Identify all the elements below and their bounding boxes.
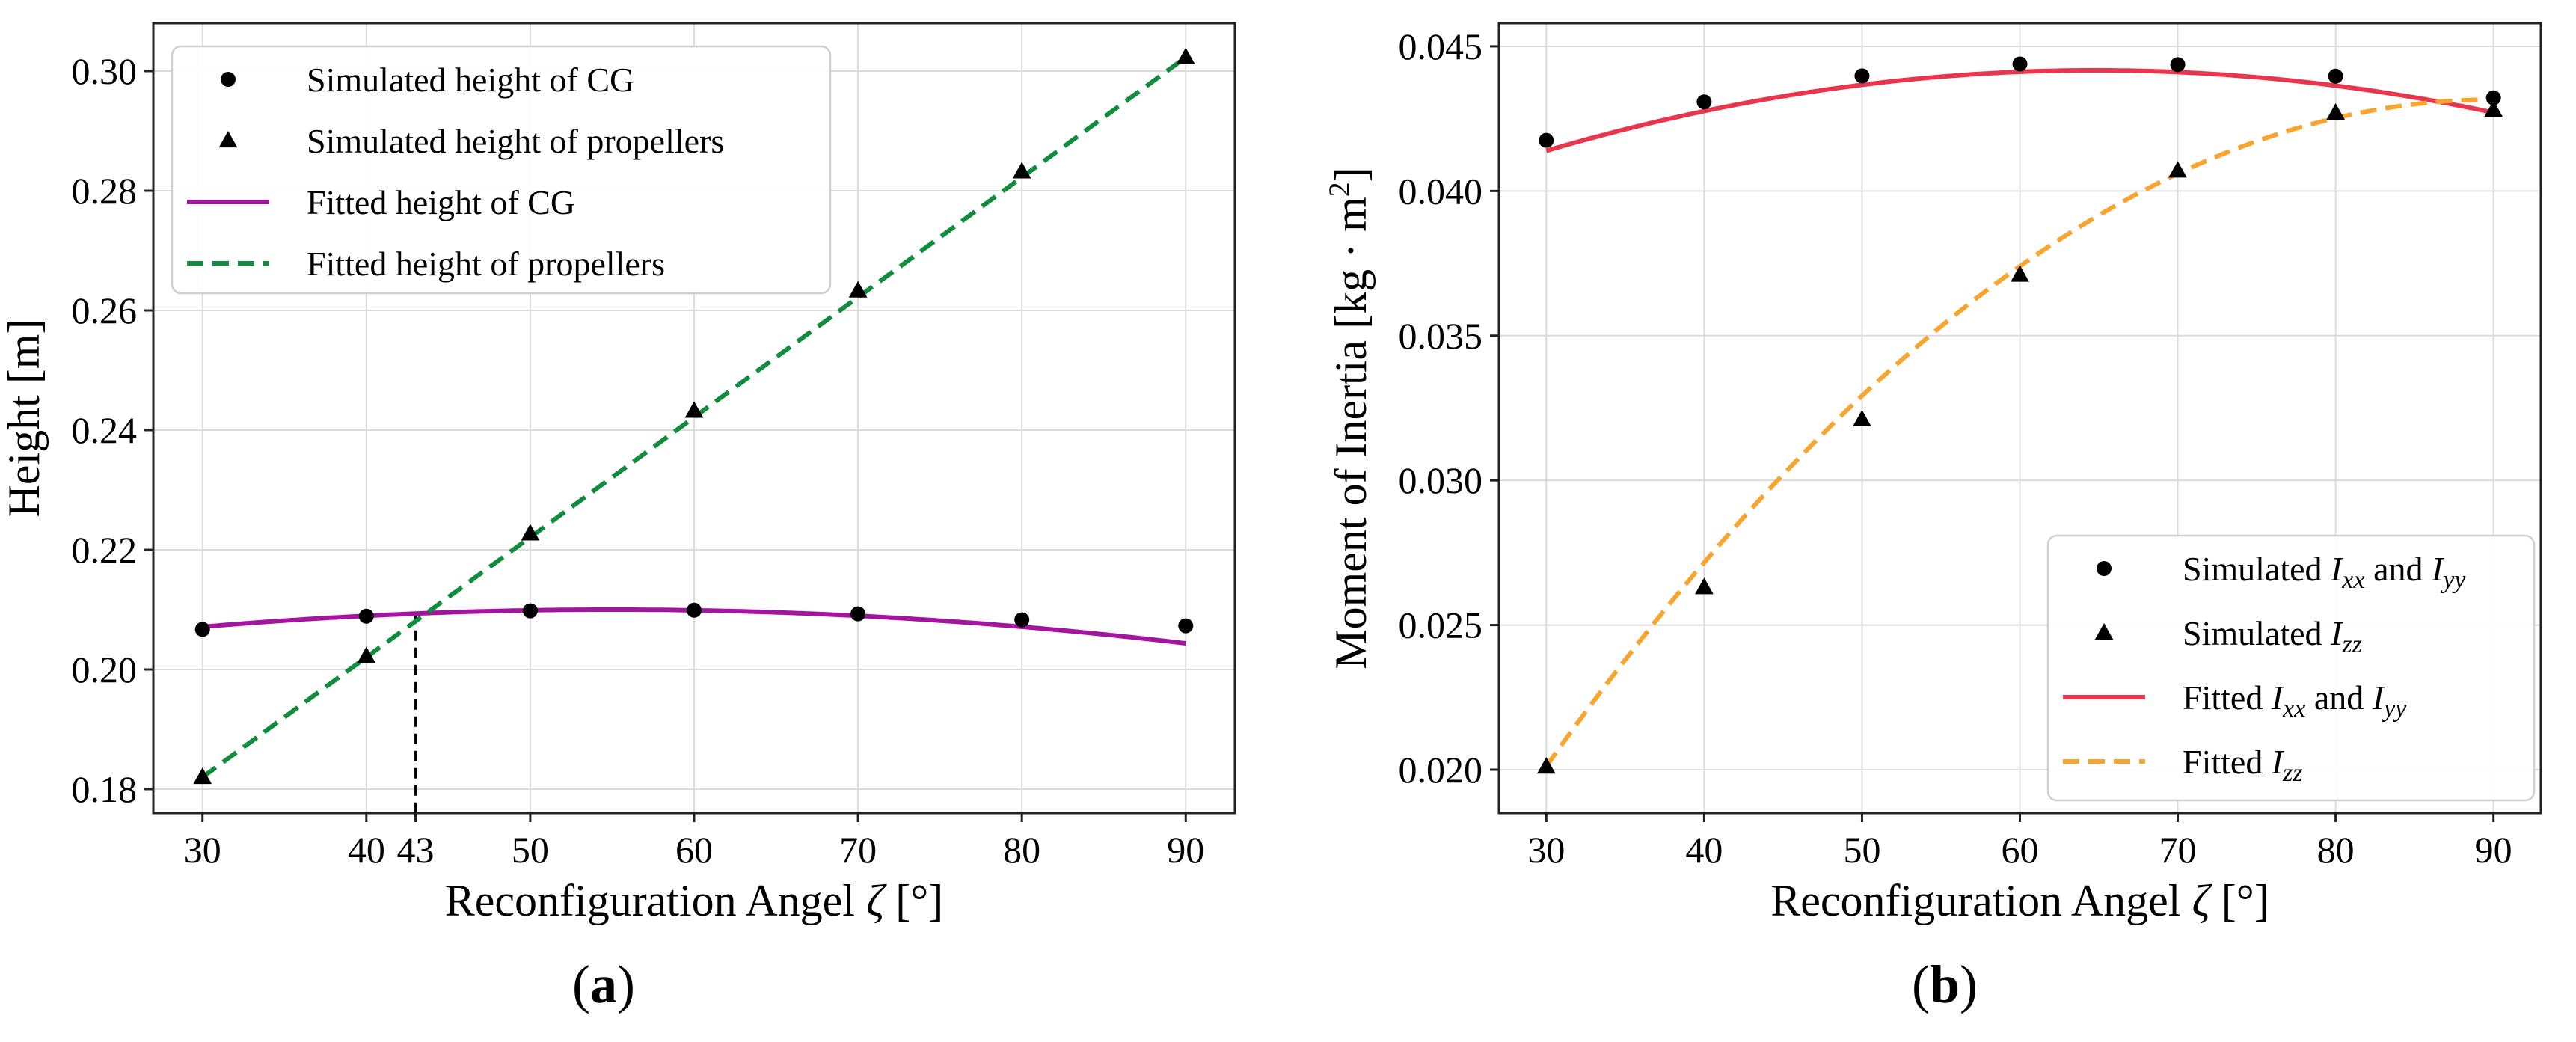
data-point-circle bbox=[687, 602, 702, 618]
x-tick-label: 70 bbox=[839, 829, 877, 871]
legend-marker-triangle bbox=[218, 131, 238, 148]
y-tick-label: 0.18 bbox=[72, 768, 138, 810]
data-point-triangle bbox=[2326, 102, 2345, 120]
data-point-triangle bbox=[2484, 100, 2503, 117]
x-tick-label: 50 bbox=[512, 829, 549, 871]
x-tick-label: 43 bbox=[397, 829, 435, 871]
y-tick-label: 0.24 bbox=[72, 409, 138, 451]
y-tick-label: 0.035 bbox=[1399, 315, 1483, 357]
data-point-triangle bbox=[1695, 577, 1714, 595]
x-tick-label: 30 bbox=[1527, 829, 1565, 871]
legend-marker-circle bbox=[2097, 561, 2112, 576]
data-point-triangle bbox=[1176, 47, 1195, 64]
data-point-triangle bbox=[684, 401, 704, 418]
data-point-circle bbox=[194, 622, 210, 637]
x-tick-label: 60 bbox=[2002, 829, 2039, 871]
data-point-circle bbox=[2012, 56, 2028, 72]
y-tick-label: 0.30 bbox=[72, 50, 138, 92]
data-point-triangle bbox=[2168, 161, 2187, 178]
x-tick-label: 90 bbox=[1167, 829, 1204, 871]
x-axis-label: Reconfiguration Angel ζ [°] bbox=[1770, 876, 2269, 925]
data-point-triangle bbox=[193, 767, 212, 785]
panel-a-chart: 30 40 43 50 60 70 80 90 0.18 0.20 0.22 0.24 0.26 0.28… bbox=[0, 22, 1236, 1014]
data-point-triangle bbox=[848, 281, 868, 298]
data-point-circle bbox=[2485, 90, 2501, 105]
y-tick-label: 0.030 bbox=[1399, 459, 1483, 501]
data-point-circle bbox=[850, 606, 866, 622]
x-tick-label: 40 bbox=[348, 829, 385, 871]
y-tick-label: 0.26 bbox=[72, 289, 138, 331]
panel-label: (a) bbox=[572, 954, 635, 1014]
data-point-triangle bbox=[1853, 409, 1871, 427]
legend-label: Fitted Izz bbox=[2183, 743, 2303, 787]
legend-label: Simulated height of CG bbox=[307, 61, 634, 99]
x-tick-label: 60 bbox=[675, 829, 713, 871]
legend-label: Simulated Izz bbox=[2183, 614, 2362, 658]
x-tick-label: 30 bbox=[184, 829, 221, 871]
y-tick-label: 0.025 bbox=[1399, 604, 1483, 646]
x-tick-label: 80 bbox=[2317, 829, 2355, 871]
series-line-fitted-ixx-and-iyy bbox=[1545, 67, 2494, 153]
legend-label: Simulated Ixx and Iyy bbox=[2183, 550, 2466, 594]
data-point-circle bbox=[2170, 57, 2186, 73]
legend-label: Fitted height of CG bbox=[307, 183, 575, 221]
y-axis-label: Height [m] bbox=[0, 319, 49, 518]
data-point-circle bbox=[522, 603, 538, 619]
legend-label: Simulated height of propellers bbox=[307, 122, 724, 160]
data-point-circle bbox=[1854, 68, 1870, 84]
legend-marker-triangle bbox=[2094, 623, 2114, 640]
y-tick-label: 0.020 bbox=[1399, 749, 1483, 791]
data-point-triangle bbox=[2011, 265, 2029, 282]
y-tick-label: 0.20 bbox=[72, 649, 138, 690]
data-point-triangle bbox=[357, 646, 376, 663]
x-axis-label: Reconfiguration Angel ζ [°] bbox=[445, 876, 943, 925]
legend-marker-circle bbox=[221, 72, 236, 87]
x-tick-label: 50 bbox=[1843, 829, 1880, 871]
legend: Simulated height of CG Simulated height o… bbox=[171, 45, 832, 295]
panel-b-chart: 30 40 50 60 70 80 90 0.020 0.025 0.030 0.035 0.040 0… bbox=[1322, 22, 2542, 1014]
x-tick-label: 40 bbox=[1685, 829, 1723, 871]
y-tick-label: 0.28 bbox=[72, 170, 138, 212]
data-point-circle bbox=[1014, 612, 1030, 628]
x-tick-label: 70 bbox=[2159, 829, 2197, 871]
y-tick-label: 0.045 bbox=[1399, 25, 1483, 67]
data-point-triangle bbox=[521, 524, 540, 541]
data-point-circle bbox=[2328, 68, 2343, 84]
legend-label: Fitted height of propellers bbox=[307, 245, 665, 283]
data-point-circle bbox=[1539, 132, 1554, 148]
data-point-triangle bbox=[1536, 757, 1556, 774]
data-point-circle bbox=[1178, 618, 1194, 634]
legend: Simulated Ixx and Iyy Simulated Izz Fitted… bbox=[2046, 534, 2536, 802]
x-tick-label: 90 bbox=[2475, 829, 2512, 871]
data-point-triangle bbox=[1012, 162, 1031, 179]
legend-label: Fitted Ixx and Iyy bbox=[2183, 678, 2407, 723]
data-point-circle bbox=[358, 608, 374, 624]
y-tick-label: 0.040 bbox=[1399, 170, 1483, 212]
legend-frame bbox=[2046, 534, 2536, 802]
legend-frame bbox=[171, 45, 832, 295]
panel-label: (b) bbox=[1912, 954, 1978, 1014]
y-tick-label: 0.22 bbox=[72, 529, 138, 571]
y-axis-label: Moment of Inertia [kg · m2] bbox=[1322, 167, 1376, 669]
data-point-circle bbox=[1696, 94, 1712, 110]
x-tick-label: 80 bbox=[1003, 829, 1040, 871]
